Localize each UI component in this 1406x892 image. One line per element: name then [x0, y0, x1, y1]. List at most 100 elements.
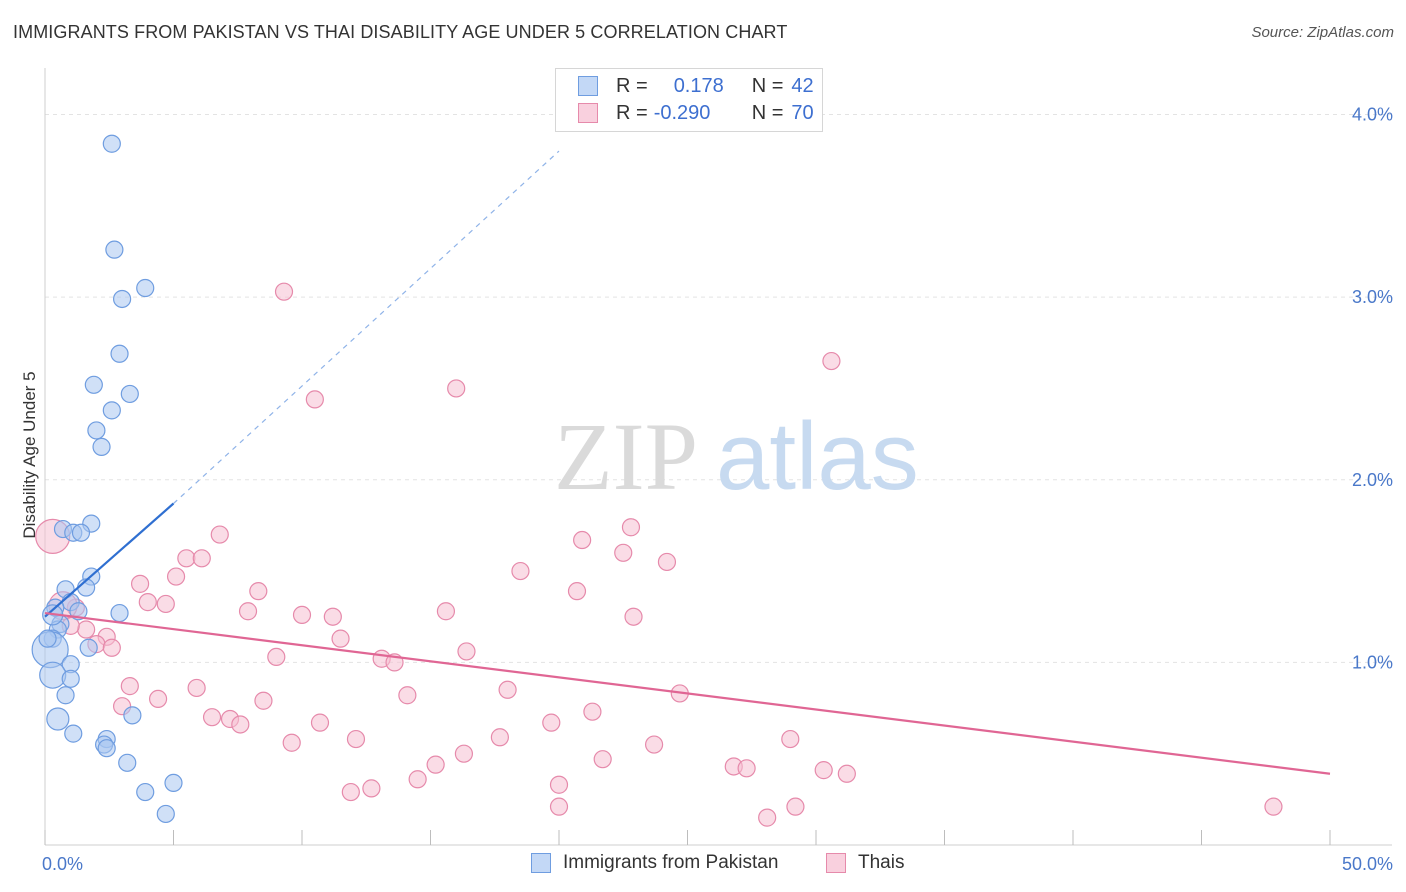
- thais-point: [254, 691, 273, 710]
- y-tick-label: 2.0%: [1352, 470, 1393, 490]
- thais-point: [166, 567, 186, 586]
- grid-lines: [45, 114, 1392, 663]
- bottom-legend-label-thais: Thais: [858, 852, 905, 873]
- thais-point: [542, 713, 561, 732]
- thais-point: [614, 543, 633, 562]
- thais-point: [346, 729, 366, 749]
- pakistan-trend-line: [44, 502, 175, 618]
- thais-point: [202, 708, 222, 727]
- y-axis-label: Disability Age Under 5: [20, 371, 39, 538]
- pakistan-point: [123, 706, 142, 725]
- thais-point: [77, 620, 96, 639]
- pakistan-point: [56, 686, 75, 705]
- bottom-legend-label-pakistan: Immigrants from Pakistan: [563, 852, 779, 873]
- thais-point: [210, 525, 229, 544]
- thais-point: [814, 761, 833, 780]
- legend-n-value: 70: [791, 101, 814, 124]
- thais-point: [511, 561, 530, 581]
- pakistan-point: [39, 661, 67, 689]
- x-tick-label: 50.0%: [1342, 854, 1393, 874]
- bottom-legend: Immigrants from Pakistan Thais: [0, 852, 1406, 878]
- pakistan-points: [31, 134, 183, 824]
- pakistan-point: [136, 278, 155, 298]
- watermark-zip: ZIP: [554, 403, 698, 510]
- legend-swatch-pink: [578, 103, 598, 123]
- tick-labels: 1.0% 2.0% 3.0% 4.0% 0.0% 50.0%: [42, 105, 1393, 874]
- legend-r-label: R =: [616, 101, 648, 124]
- pakistan-point: [71, 523, 91, 542]
- thais-point: [102, 638, 121, 657]
- thais-point: [1264, 797, 1283, 816]
- pakistan-point: [87, 421, 106, 440]
- pakistan-point: [136, 782, 155, 802]
- thais-point: [274, 282, 294, 301]
- legend-row-thais: R = -0.290 N = 70: [578, 100, 814, 126]
- pakistan-point: [97, 739, 116, 758]
- pakistan-point: [79, 638, 98, 657]
- pakistan-trend-extension: [173, 150, 560, 504]
- thais-point: [490, 728, 509, 747]
- legend: R = 0.178 N = 42 R = -0.290 N = 70: [555, 68, 823, 132]
- thais-point: [737, 759, 756, 778]
- bottom-legend-thais: Thais: [826, 852, 904, 874]
- thais-point: [177, 549, 196, 568]
- thais-point: [156, 594, 175, 614]
- legend-row-pakistan: R = 0.178 N = 42: [578, 73, 814, 99]
- thais-point: [310, 713, 330, 732]
- legend-swatch-blue: [578, 76, 598, 96]
- trend-lines: [44, 150, 1331, 775]
- thais-point: [447, 379, 466, 398]
- thais-point: [786, 797, 805, 816]
- y-tick-label: 1.0%: [1352, 652, 1393, 672]
- thais-point: [426, 755, 445, 774]
- legend-n-label: N =: [751, 74, 784, 97]
- thais-point: [267, 647, 286, 667]
- thais-point: [498, 680, 517, 699]
- thais-point: [148, 689, 168, 709]
- pakistan-point: [120, 384, 139, 404]
- thais-point: [231, 715, 250, 734]
- thais-point: [362, 779, 381, 798]
- thais-point: [624, 607, 643, 626]
- y-tick-label: 4.0%: [1352, 105, 1393, 125]
- thais-point: [408, 770, 427, 789]
- watermark: ZIP atlas: [554, 403, 919, 510]
- thais-point: [323, 607, 342, 626]
- axes: [44, 68, 1392, 846]
- thais-point: [758, 808, 777, 827]
- thais-point: [457, 642, 476, 661]
- thais-point: [130, 574, 150, 593]
- pakistan-point: [38, 629, 57, 648]
- pakistan-point: [64, 724, 83, 743]
- chart-title: IMMIGRANTS FROM PAKISTAN VS THAI DISABIL…: [13, 22, 788, 42]
- pakistan-point: [110, 344, 129, 363]
- thais-point: [192, 549, 211, 568]
- thais-point: [549, 775, 569, 794]
- pakistan-point: [102, 134, 121, 153]
- pakistan-point: [102, 401, 121, 420]
- thais-point: [138, 593, 157, 612]
- thais-point: [583, 702, 602, 721]
- y-tick-label: 3.0%: [1352, 287, 1393, 307]
- thais-trend-line: [44, 611, 1331, 775]
- bottom-legend-swatch-blue: [531, 853, 551, 873]
- bottom-legend-pakistan: Immigrants from Pakistan: [531, 852, 778, 874]
- thais-point: [238, 602, 258, 621]
- thais-point: [282, 733, 301, 752]
- thais-point: [593, 750, 612, 769]
- thais-point: [567, 582, 587, 601]
- bottom-legend-swatch-pink: [826, 853, 846, 873]
- legend-n-value: 42: [791, 74, 814, 97]
- pakistan-point: [112, 289, 132, 309]
- pakistan-point: [105, 240, 124, 259]
- thais-point: [120, 677, 139, 696]
- thais-point: [454, 744, 474, 763]
- pakistan-point: [110, 603, 129, 623]
- pakistan-point: [46, 707, 70, 731]
- legend-r-value: -0.290: [653, 101, 711, 124]
- thais-point: [621, 518, 641, 537]
- thais-point: [644, 735, 664, 754]
- thais-point: [573, 530, 592, 550]
- pakistan-point: [69, 602, 88, 621]
